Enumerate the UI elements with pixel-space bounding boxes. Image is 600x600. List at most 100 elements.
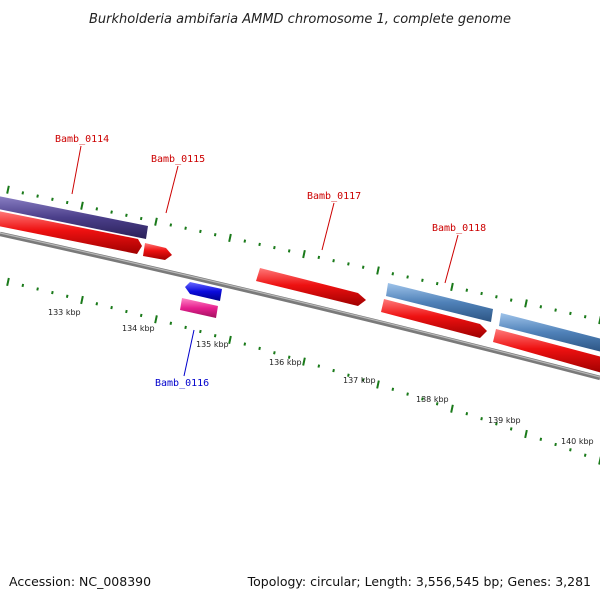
kbp-label-136: 136 kbp (269, 358, 302, 367)
kbp-label-139: 139 kbp (488, 416, 521, 425)
upper-minor-tick (509, 298, 513, 302)
gene-label-bamb-0114: Bamb_0114 (55, 134, 109, 145)
accession-text: Accession: NC_008390 (9, 574, 151, 589)
upper-minor-tick (243, 239, 247, 243)
lower-minor-tick (480, 417, 483, 421)
upper-minor-tick (199, 229, 202, 234)
upper-major-tick (450, 282, 454, 292)
upper-minor-tick (347, 262, 350, 266)
gene-label-bamb-0118: Bamb_0118 (432, 223, 486, 234)
lower-major-tick (524, 429, 528, 439)
gene-label-bamb-0115: Bamb_0115 (151, 154, 205, 165)
gene-label-bamb-0117: Bamb_0117 (307, 191, 361, 202)
upper-major-tick (228, 233, 232, 243)
lower-major-tick (302, 357, 306, 366)
lower-minor-tick (51, 290, 54, 295)
lower-minor-tick (213, 334, 217, 338)
lower-major-tick (450, 404, 454, 413)
leader-line-bamb-0115 (165, 165, 179, 214)
lower-major-tick (376, 380, 380, 389)
upper-tick-row (6, 185, 600, 325)
leader-line-bamb-0114 (71, 145, 82, 195)
upper-minor-tick (583, 315, 587, 319)
upper-minor-tick (539, 305, 543, 309)
lower-minor-tick (465, 412, 469, 416)
red-gene-arrow (0, 211, 142, 254)
lower-minor-tick (169, 321, 173, 325)
lower-minor-tick (495, 422, 498, 426)
lower-tick-row (6, 277, 600, 465)
kbp-label-135: 135 kbp (196, 340, 229, 349)
leader-line-bamb-0117 (321, 202, 335, 251)
gene-label-bamb-0116: Bamb_0116 (155, 378, 209, 389)
upper-minor-tick (554, 308, 557, 312)
upper-minor-tick (213, 233, 217, 237)
upper-minor-tick (258, 242, 261, 247)
chromosome-backbone-highlight (0, 232, 600, 378)
upper-minor-tick (495, 295, 498, 299)
lower-major-tick (228, 335, 232, 345)
leader-line-bamb-0118 (444, 234, 459, 284)
upper-minor-tick (125, 213, 128, 217)
upper-minor-tick (465, 288, 469, 292)
map-title: Burkholderia ambifaria AMMD chromosome 1… (89, 12, 511, 27)
lower-minor-tick (199, 329, 202, 334)
lower-minor-tick (139, 313, 143, 318)
lower-major-tick (154, 315, 158, 324)
upper-major-tick (6, 185, 10, 194)
lower-major-tick (598, 456, 600, 465)
upper-minor-tick (36, 194, 39, 198)
magenta-feature-bar (180, 298, 218, 318)
chromosome-backbone (0, 231, 600, 381)
kbp-label-137: 137 kbp (343, 376, 376, 385)
lower-minor-tick (36, 287, 39, 291)
lower-minor-tick (317, 364, 321, 368)
red-gene-arrow-far-right (493, 329, 600, 373)
lower-minor-tick (421, 397, 424, 401)
lower-minor-tick (184, 325, 187, 330)
upper-minor-tick (435, 281, 439, 286)
lower-minor-tick (21, 283, 25, 288)
upper-minor-tick (65, 200, 69, 205)
upper-minor-tick (391, 272, 395, 276)
upper-minor-tick (421, 278, 424, 282)
upper-minor-tick (332, 259, 335, 263)
upper-minor-tick (110, 210, 113, 214)
lower-minor-tick (554, 442, 557, 447)
genome-summary-text: Topology: circular; Length: 3,556,545 bp… (247, 574, 591, 589)
upper-major-tick (598, 315, 600, 325)
upper-major-tick (524, 299, 528, 308)
lower-minor-tick (569, 448, 572, 452)
blue-gene-arrow-reverse (185, 282, 222, 301)
lower-minor-tick (95, 302, 99, 306)
lower-minor-tick (406, 392, 409, 396)
lower-major-tick (80, 295, 84, 305)
lower-minor-tick (258, 346, 261, 351)
upper-major-tick (154, 217, 158, 226)
upper-major-tick (302, 249, 306, 259)
lower-minor-tick (243, 342, 247, 346)
lower-minor-tick (65, 294, 69, 298)
lower-minor-tick (110, 305, 113, 310)
upper-minor-tick (273, 245, 276, 250)
leader-line-bamb-0116 (183, 329, 195, 377)
purple-feature-bar (0, 196, 148, 239)
upper-minor-tick (287, 249, 291, 253)
lower-minor-tick (539, 437, 543, 441)
upper-minor-tick (317, 255, 321, 260)
upper-minor-tick (569, 311, 572, 316)
lower-minor-tick (332, 368, 335, 373)
upper-minor-tick (480, 291, 483, 296)
light-blue-feature-bar (386, 283, 493, 322)
upper-major-tick (80, 201, 84, 210)
lower-minor-tick (509, 427, 513, 431)
lower-minor-tick (361, 378, 365, 382)
kbp-label-133: 133 kbp (48, 308, 81, 317)
red-gene-arrow-small (143, 243, 172, 260)
red-gene-arrow-right (381, 299, 487, 338)
lower-major-tick (6, 277, 10, 287)
upper-minor-tick (361, 265, 365, 269)
kbp-label-140: 140 kbp (561, 437, 594, 446)
upper-major-tick (376, 266, 380, 275)
lower-minor-tick (347, 373, 350, 377)
